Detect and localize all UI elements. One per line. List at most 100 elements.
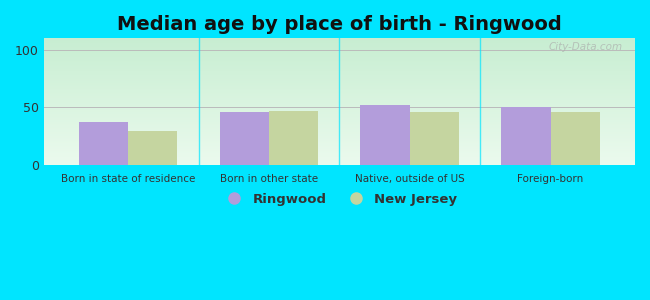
Bar: [44, 127, 635, 128]
Bar: [44, 122, 635, 123]
Bar: [44, 141, 635, 142]
Bar: [44, 99, 635, 100]
Bar: [44, 95, 635, 96]
Bar: [44, 51, 635, 52]
Bar: [44, 45, 635, 46]
Bar: [44, 79, 635, 80]
Bar: [44, 157, 635, 158]
Bar: [44, 64, 635, 65]
Bar: [44, 76, 635, 77]
Bar: [44, 88, 635, 89]
Bar: [44, 72, 635, 74]
Bar: [44, 47, 635, 48]
Legend: Ringwood, New Jersey: Ringwood, New Jersey: [216, 188, 463, 211]
Bar: [44, 118, 635, 119]
Bar: [44, 69, 635, 70]
Bar: [44, 142, 635, 143]
Text: City-Data.com: City-Data.com: [549, 42, 623, 52]
Bar: [44, 115, 635, 117]
Bar: [44, 146, 635, 147]
Bar: [44, 128, 635, 129]
Bar: [44, 44, 635, 45]
Bar: [44, 52, 635, 53]
Bar: [44, 139, 635, 141]
Bar: [44, 133, 635, 134]
Bar: [44, 153, 635, 154]
Bar: [44, 158, 635, 160]
Bar: [44, 110, 635, 112]
Bar: [44, 48, 635, 50]
Bar: [44, 77, 635, 79]
Bar: [44, 94, 635, 95]
Bar: [44, 143, 635, 144]
Bar: [44, 60, 635, 61]
Bar: [44, 75, 635, 76]
Bar: [44, 151, 635, 152]
Bar: [44, 101, 635, 103]
Bar: [44, 80, 635, 81]
Bar: [44, 100, 635, 101]
Bar: [128, 131, 177, 165]
Bar: [410, 112, 459, 165]
Bar: [220, 112, 269, 165]
Bar: [44, 46, 635, 47]
Bar: [44, 93, 635, 94]
Bar: [551, 112, 600, 165]
Bar: [44, 124, 635, 125]
Bar: [44, 149, 635, 151]
Bar: [44, 84, 635, 85]
Bar: [44, 117, 635, 118]
Bar: [44, 58, 635, 60]
Bar: [44, 132, 635, 133]
Bar: [44, 85, 635, 86]
Bar: [44, 134, 635, 136]
Bar: [44, 65, 635, 66]
Bar: [44, 138, 635, 139]
Bar: [44, 119, 635, 120]
Bar: [44, 50, 635, 51]
Bar: [44, 104, 635, 105]
Bar: [44, 81, 635, 83]
Bar: [44, 109, 635, 110]
Bar: [44, 106, 635, 108]
Bar: [44, 112, 635, 113]
Bar: [44, 66, 635, 68]
Bar: [44, 162, 635, 163]
Bar: [361, 105, 410, 165]
Bar: [44, 38, 635, 40]
Bar: [44, 113, 635, 114]
Bar: [44, 55, 635, 56]
Bar: [44, 123, 635, 124]
Bar: [44, 137, 635, 138]
Bar: [44, 108, 635, 109]
Bar: [44, 61, 635, 62]
Bar: [44, 86, 635, 88]
Bar: [44, 41, 635, 42]
Bar: [44, 56, 635, 57]
Bar: [44, 92, 635, 93]
Bar: [44, 53, 635, 55]
Bar: [79, 122, 128, 165]
Bar: [44, 82, 635, 84]
Bar: [44, 89, 635, 90]
Bar: [44, 62, 635, 64]
Bar: [44, 40, 635, 41]
Bar: [44, 70, 635, 71]
Bar: [44, 154, 635, 156]
Bar: [44, 147, 635, 148]
Bar: [44, 42, 635, 44]
Bar: [44, 105, 635, 106]
Bar: [269, 111, 318, 165]
Title: Median age by place of birth - Ringwood: Median age by place of birth - Ringwood: [117, 15, 562, 34]
Bar: [44, 144, 635, 145]
Bar: [44, 114, 635, 115]
Bar: [44, 156, 635, 157]
Bar: [44, 160, 635, 161]
Bar: [44, 74, 635, 75]
Bar: [44, 90, 635, 92]
Bar: [44, 152, 635, 153]
Bar: [44, 136, 635, 137]
Bar: [44, 68, 635, 69]
Bar: [44, 161, 635, 162]
Bar: [44, 96, 635, 98]
